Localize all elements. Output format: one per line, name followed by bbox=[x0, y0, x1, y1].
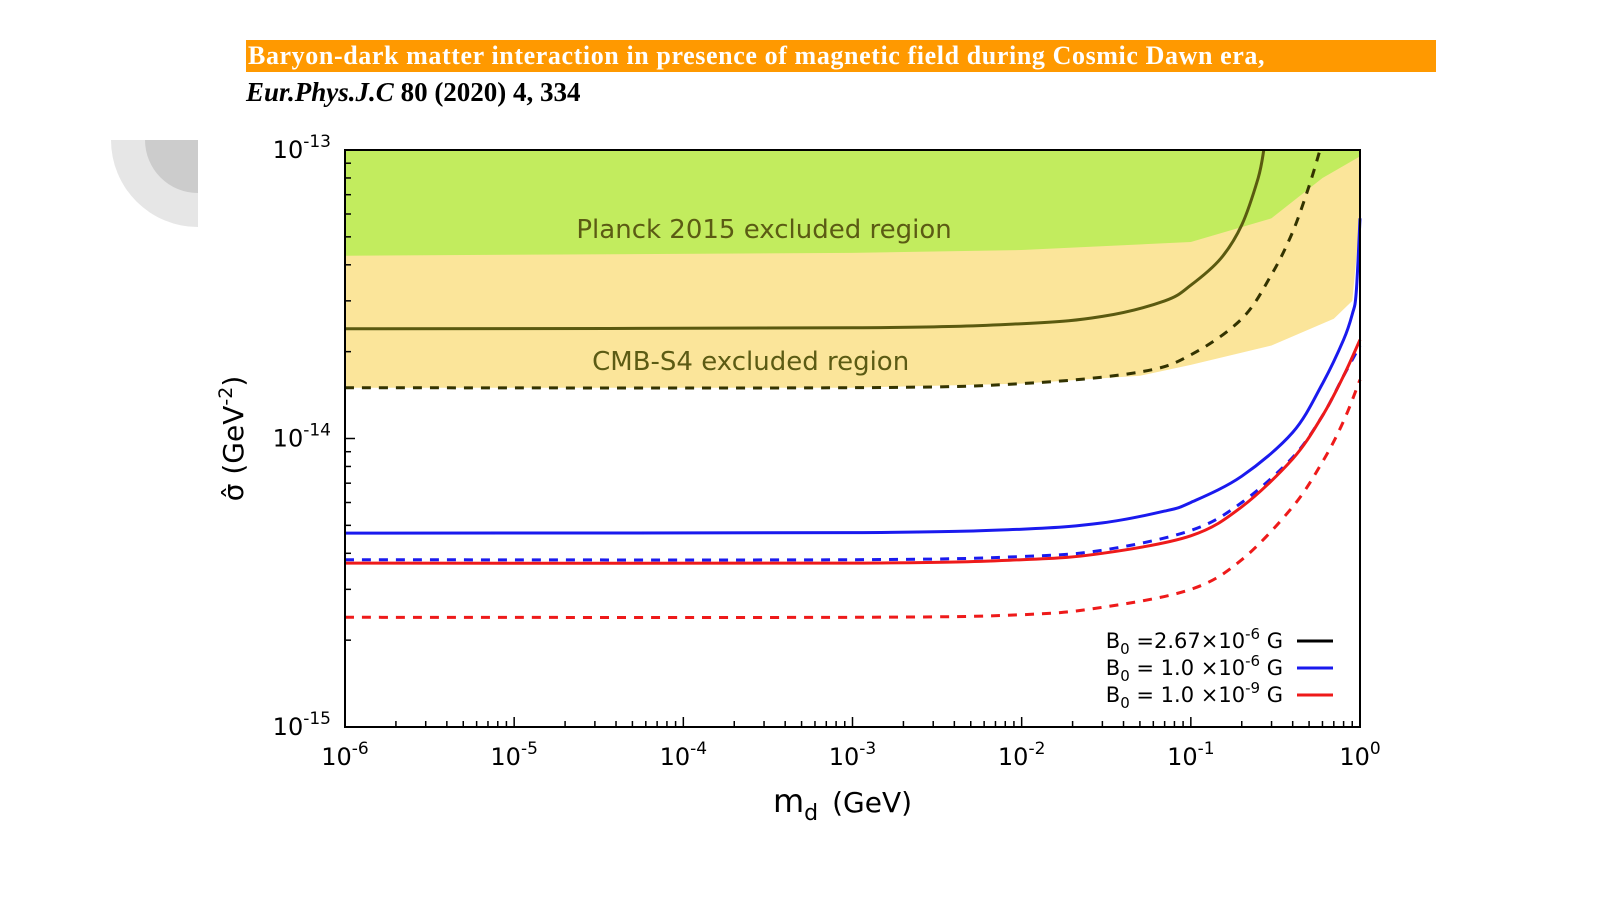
series-b-1-0-10-g-line bbox=[344, 339, 1362, 565]
axis-labels: md (GeV) σ̂ (GeV-2) bbox=[215, 376, 912, 826]
series-b-2-67-10-g-dashed-line bbox=[344, 149, 1322, 390]
paper-title: Baryon-dark matter interaction in presen… bbox=[246, 40, 1436, 72]
y-tick-label: 10-15 bbox=[273, 709, 331, 741]
y-tick-label: 10-13 bbox=[273, 132, 331, 164]
region-labels: Planck 2015 excluded region CMB-S4 exclud… bbox=[576, 215, 951, 377]
x-tick-label: 10-4 bbox=[660, 739, 708, 771]
journal-name: Eur.Phys.J.C bbox=[246, 77, 394, 107]
paper-citation: Eur.Phys.J.C 80 (2020) 4, 334 bbox=[246, 76, 581, 108]
axis-ticks bbox=[344, 162, 1361, 728]
series-b-1-0-10-g-line bbox=[344, 218, 1362, 535]
x-tick-label: 100 bbox=[1339, 739, 1380, 771]
planck-2015-excluded-region-area bbox=[345, 150, 1360, 256]
planck-2015-excluded-region-label: Planck 2015 excluded region bbox=[576, 215, 951, 245]
tick-labels: 10-6 10-5 10-4 10-3 10-2 10-1 100 10-15 10-14 10-… bbox=[273, 132, 1381, 771]
legend-entry-label: B0 =2.67×10-6 G bbox=[1106, 625, 1283, 658]
series-b-2-67-10-g-line bbox=[344, 149, 1266, 331]
x-tick-label: 10-5 bbox=[490, 739, 538, 771]
x-tick-label: 10-3 bbox=[829, 739, 877, 771]
decorative-arc-shape bbox=[111, 140, 198, 227]
x-axis-label: md (GeV) bbox=[773, 782, 912, 826]
x-tick-label: 10-1 bbox=[1167, 739, 1215, 771]
legend: B0 =2.67×10-6 GB0 = 1.0 ×10-6 GB0 = 1.0 … bbox=[1106, 625, 1333, 712]
x-tick-label: 10-2 bbox=[998, 739, 1046, 771]
legend-entry-label: B0 = 1.0 ×10-6 G bbox=[1106, 652, 1283, 685]
legend-entry-label: B0 = 1.0 ×10-9 G bbox=[1106, 679, 1283, 712]
series-b-1-0-10-g-dashed-line bbox=[344, 379, 1362, 619]
y-tick-label: 10-14 bbox=[273, 421, 331, 453]
citation-details: 80 (2020) 4, 334 bbox=[400, 77, 581, 107]
cmb-s4-excluded-region-label: CMB-S4 excluded region bbox=[592, 347, 909, 377]
x-tick-label: 10-6 bbox=[321, 739, 369, 771]
series-lines bbox=[344, 149, 1362, 619]
y-axis-label: σ̂ (GeV-2) bbox=[215, 376, 250, 502]
